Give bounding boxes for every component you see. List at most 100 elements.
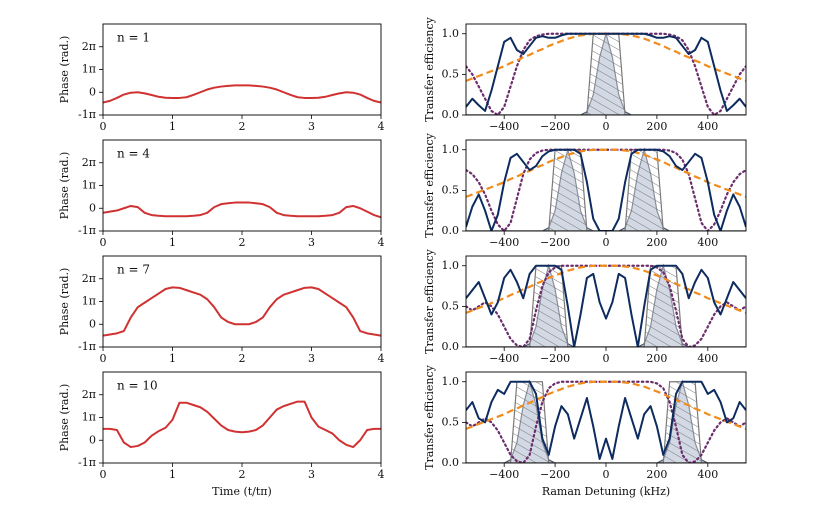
data-line: [103, 201, 381, 219]
x-tick-label: 1: [169, 352, 176, 365]
panel: -1π 0 1π 2π 0 1 2 3 4 Phase (rad.) Time (t/tπ) n = …: [58, 371, 385, 498]
plot-area: [466, 263, 746, 347]
panel: 0.0 0.5 1.0 −400 −200 0 200 400 Transfer efficie…: [423, 364, 747, 498]
y-tick-label: 0.5: [442, 67, 460, 80]
data-line: [103, 286, 381, 337]
plot-area: [103, 286, 381, 337]
y-tick-label: 0: [89, 317, 96, 330]
panel: 0.0 0.5 1.0 −400 −200 0 200 400 Transfer efficie…: [423, 248, 747, 365]
plot-area: [466, 31, 746, 115]
panel-annotation: n = 7: [117, 263, 150, 277]
plot-area: [103, 84, 381, 104]
panel-annotation: n = 4: [117, 147, 150, 161]
panel: 0.0 0.5 1.0 −400 −200 0 200 400 Transfer efficie…: [423, 132, 747, 249]
y-axis-label: Transfer efficiency: [423, 16, 436, 121]
x-tick-label: 400: [697, 468, 718, 481]
x-tick-label: 400: [697, 352, 718, 365]
y-tick-label: 0: [89, 201, 96, 214]
y-tick-label: 1π: [82, 411, 96, 424]
data-line: [466, 380, 746, 460]
y-axis-label: Phase (rad.): [58, 268, 71, 336]
x-tick-label: 0: [100, 468, 107, 481]
y-tick-label: 1.0: [442, 143, 460, 156]
x-tick-label: 0: [100, 352, 107, 365]
y-tick-label: 1.0: [442, 259, 460, 272]
y-tick-label: 2π: [82, 272, 96, 285]
x-tick-label: −200: [540, 468, 570, 481]
y-tick-label: 0.0: [442, 108, 460, 121]
panel-annotation: n = 1: [117, 31, 150, 45]
x-tick-label: 1: [169, 120, 176, 133]
data-line: [466, 264, 746, 347]
hatched-area: [466, 149, 746, 231]
y-tick-label: 0: [89, 433, 96, 446]
data-line: [466, 264, 746, 314]
y-axis-label: Transfer efficiency: [423, 248, 436, 353]
data-line: [466, 148, 746, 231]
x-tick-label: −200: [540, 236, 570, 249]
x-tick-label: 1: [169, 468, 176, 481]
panel: -1π 0 1π 2π 0 1 2 3 4 Phase (rad.) n = 4: [58, 139, 385, 249]
hatched-area: [466, 381, 746, 463]
y-tick-label: 2π: [82, 156, 96, 169]
x-tick-label: 200: [646, 236, 667, 249]
data-line: [103, 400, 381, 449]
data-line: [103, 84, 381, 104]
panel-annotation: n = 10: [117, 379, 158, 393]
y-tick-label: 1.0: [442, 27, 460, 40]
hatched-area: [466, 265, 746, 347]
x-tick-label: 1: [169, 236, 176, 249]
filled-area: [466, 147, 746, 231]
x-tick-label: 3: [308, 236, 315, 249]
panel: -1π 0 1π 2π 0 1 2 3 4 Phase (rad.) n = 1: [58, 23, 385, 133]
x-tick-label: 400: [697, 120, 718, 133]
panel: 0.0 0.5 1.0 −400 −200 0 200 400 Transfer efficie…: [423, 16, 747, 133]
x-tick-label: 3: [308, 352, 315, 365]
data-line: [466, 148, 746, 231]
data-line: [466, 32, 746, 115]
y-tick-label: 0.0: [442, 224, 460, 237]
y-tick-label: -1π: [78, 456, 96, 469]
plot-area: [466, 147, 746, 231]
x-tick-label: 2: [239, 468, 246, 481]
x-tick-label: −400: [489, 120, 519, 133]
y-tick-label: 2π: [82, 388, 96, 401]
x-tick-label: 4: [378, 468, 385, 481]
plot-area: [103, 201, 381, 219]
y-tick-label: 0.5: [442, 415, 460, 428]
y-tick-label: -1π: [78, 108, 96, 121]
y-axis-label: Transfer efficiency: [423, 132, 436, 237]
plot-area: [103, 400, 381, 449]
x-tick-label: 3: [308, 120, 315, 133]
x-tick-label: 3: [308, 468, 315, 481]
x-tick-label: 200: [646, 352, 667, 365]
y-tick-label: 0: [89, 85, 96, 98]
x-tick-label: 0: [100, 120, 107, 133]
hatched-area: [466, 33, 746, 115]
y-tick-label: -1π: [78, 224, 96, 237]
data-line: [466, 264, 746, 347]
y-tick-label: 0.0: [442, 340, 460, 353]
x-tick-label: 2: [239, 120, 246, 133]
y-axis-label: Phase (rad.): [58, 384, 71, 452]
y-tick-label: 1π: [82, 63, 96, 76]
data-line: [466, 380, 746, 463]
y-tick-label: 0.5: [442, 299, 460, 312]
x-tick-label: 0: [603, 352, 610, 365]
x-tick-label: −400: [489, 236, 519, 249]
y-tick-label: 0.5: [442, 183, 460, 196]
x-tick-label: 2: [239, 236, 246, 249]
y-tick-label: -1π: [78, 340, 96, 353]
x-tick-label: 2: [239, 352, 246, 365]
x-tick-label: 0: [603, 236, 610, 249]
data-line: [466, 380, 746, 430]
x-tick-label: 0: [100, 236, 107, 249]
x-tick-label: −200: [540, 352, 570, 365]
y-tick-label: 2π: [82, 40, 96, 53]
x-tick-label: 4: [378, 120, 385, 133]
data-line: [466, 148, 746, 198]
axes-frame: [465, 139, 747, 232]
y-tick-label: 0.0: [442, 456, 460, 469]
